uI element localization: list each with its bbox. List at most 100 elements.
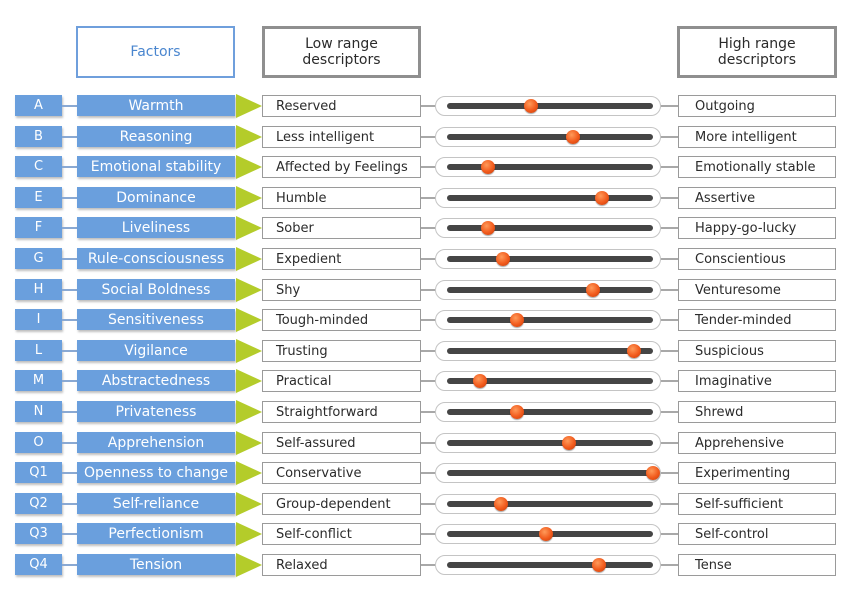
high-descriptor: Venturesome (678, 279, 836, 301)
slider-knob[interactable] (524, 99, 539, 113)
high-descriptor: Imaginative (678, 370, 836, 392)
score-slider[interactable] (435, 310, 661, 330)
high-descriptor: Suspicious (678, 340, 836, 362)
slider-knob[interactable] (627, 344, 642, 358)
score-slider[interactable] (435, 341, 661, 361)
factor-row: G Rule-consciousness Expedient Conscientiou… (0, 247, 850, 272)
factor-row: L Vigilance Trusting Suspicious (0, 339, 850, 364)
high-descriptor: Self-control (678, 523, 836, 545)
slider-track (447, 409, 653, 415)
score-slider[interactable] (435, 96, 661, 116)
slider-knob[interactable] (510, 405, 525, 419)
connector-line (661, 227, 678, 229)
high-descriptor: Tender-minded (678, 309, 836, 331)
slider-knob[interactable] (510, 313, 525, 327)
slider-track (447, 103, 653, 109)
header-factors: Factors (76, 26, 235, 78)
connector-line (62, 380, 77, 382)
arrow-right-icon (236, 278, 262, 302)
arrow-right-icon (236, 339, 262, 363)
connector-line (421, 380, 435, 382)
factor-name: Apprehension (77, 432, 235, 453)
connector-line (421, 533, 435, 535)
slider-track (447, 256, 653, 262)
slider-knob[interactable] (538, 527, 553, 541)
factor-code: Q3 (15, 523, 62, 544)
connector-line (421, 503, 435, 505)
connector-line (421, 197, 435, 199)
factor-name: Rule-consciousness (77, 248, 235, 269)
slider-knob[interactable] (561, 436, 576, 450)
high-descriptor: Outgoing (678, 95, 836, 117)
factor-row: I Sensitiveness Tough-minded Tender-minded (0, 308, 850, 333)
slider-knob[interactable] (594, 191, 609, 205)
slider-track (447, 348, 653, 354)
connector-line (421, 105, 435, 107)
connector-line (62, 319, 77, 321)
factor-name: Abstractedness (77, 370, 235, 391)
score-slider[interactable] (435, 402, 661, 422)
slider-knob[interactable] (586, 283, 601, 297)
slider-knob[interactable] (493, 497, 508, 511)
connector-line (661, 197, 678, 199)
score-slider[interactable] (435, 494, 661, 514)
factor-name: Sensitiveness (77, 309, 235, 330)
factor-code: Q4 (15, 554, 62, 575)
arrow-right-icon (236, 125, 262, 149)
score-slider[interactable] (435, 280, 661, 300)
score-slider[interactable] (435, 433, 661, 453)
factor-row: B Reasoning Less intelligent More intellige… (0, 125, 850, 150)
factor-row: F Liveliness Sober Happy-go-lucky (0, 216, 850, 241)
arrow-right-icon (236, 94, 262, 118)
arrow-right-icon (236, 308, 262, 332)
connector-line (661, 166, 678, 168)
factor-code: E (15, 187, 62, 208)
score-slider[interactable] (435, 218, 661, 238)
low-descriptor: Shy (262, 279, 421, 301)
low-descriptor: Affected by Feelings (262, 156, 421, 178)
low-descriptor: Practical (262, 370, 421, 392)
slider-knob[interactable] (472, 374, 487, 388)
low-descriptor: Self-conflict (262, 523, 421, 545)
slider-knob[interactable] (481, 221, 496, 235)
score-slider[interactable] (435, 157, 661, 177)
connector-line (62, 136, 77, 138)
connector-line (421, 564, 435, 566)
score-slider[interactable] (435, 371, 661, 391)
connector-line (421, 442, 435, 444)
header-factors-label: Factors (130, 44, 181, 60)
header-high-range: High range descriptors (677, 26, 837, 78)
slider-knob[interactable] (495, 252, 510, 266)
score-slider[interactable] (435, 555, 661, 575)
connector-line (62, 105, 77, 107)
score-slider[interactable] (435, 249, 661, 269)
slider-track (447, 317, 653, 323)
low-descriptor: Relaxed (262, 554, 421, 576)
low-descriptor: Trusting (262, 340, 421, 362)
high-descriptor: Conscientious (678, 248, 836, 270)
score-slider[interactable] (435, 463, 661, 483)
factor-name: Privateness (77, 401, 235, 422)
factor-row: Q4 Tension Relaxed Tense (0, 553, 850, 578)
high-descriptor: Tense (678, 554, 836, 576)
factor-name: Perfectionism (77, 523, 235, 544)
high-descriptor: More intelligent (678, 126, 836, 148)
slider-track (447, 562, 653, 568)
score-slider[interactable] (435, 127, 661, 147)
factor-row: C Emotional stability Affected by Feelings… (0, 155, 850, 180)
connector-line (62, 350, 77, 352)
factor-name: Emotional stability (77, 156, 235, 177)
slider-knob[interactable] (592, 558, 607, 572)
arrow-right-icon (236, 369, 262, 393)
score-slider[interactable] (435, 524, 661, 544)
slider-knob[interactable] (565, 130, 580, 144)
connector-line (661, 105, 678, 107)
factor-row: H Social Boldness Shy Venturesome (0, 278, 850, 303)
slider-knob[interactable] (646, 466, 660, 480)
connector-line (62, 533, 77, 535)
factor-name: Vigilance (77, 340, 235, 361)
score-slider[interactable] (435, 188, 661, 208)
factor-name: Warmth (77, 95, 235, 116)
slider-knob[interactable] (481, 160, 496, 174)
low-descriptor: Reserved (262, 95, 421, 117)
